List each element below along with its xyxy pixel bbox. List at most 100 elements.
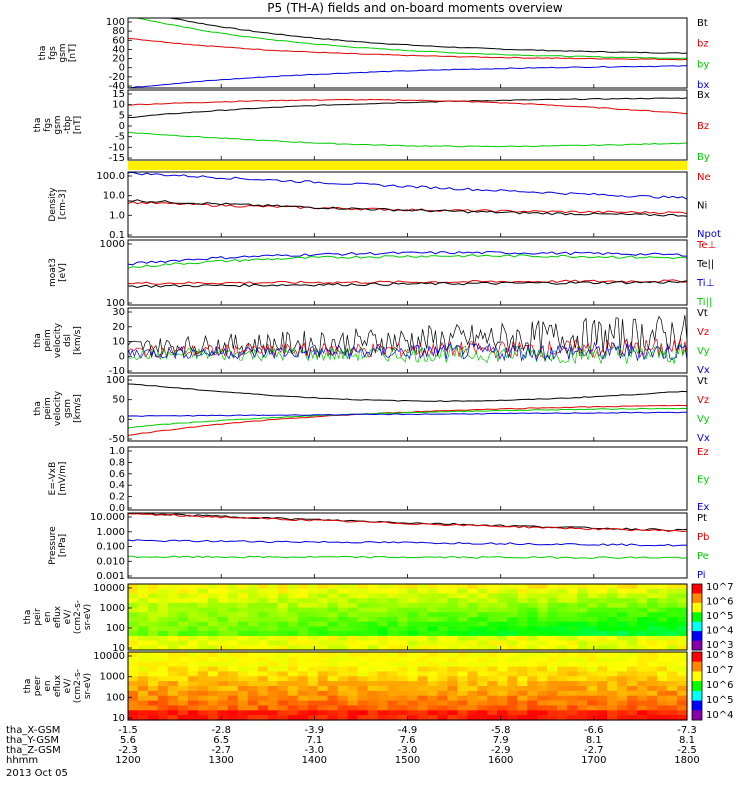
spectrogram-cell: [517, 598, 528, 604]
spectrogram-cell: [167, 593, 179, 599]
spectrogram-cell: [357, 588, 369, 594]
y-axis-label: eflux: [53, 674, 63, 697]
colorbar-swatch: [692, 593, 702, 604]
spectrogram-cell: [267, 676, 279, 682]
spectrogram-cell: [217, 612, 229, 618]
spectrogram-cell: [217, 631, 229, 637]
spectrogram-cell: [577, 666, 588, 673]
spectrogram-cell: [487, 607, 498, 613]
spectrogram-cell: [527, 598, 538, 604]
spectrogram-cell: [537, 690, 548, 697]
spectrogram-cell: [657, 621, 668, 627]
spectrogram-cell: [317, 656, 329, 663]
spectrogram-cell: [567, 661, 578, 668]
spectrogram-cell: [247, 631, 259, 637]
spectrogram-cell: [177, 617, 189, 623]
spectrogram-cell: [257, 715, 269, 721]
spectrogram-cell: [657, 617, 668, 623]
spectrogram-cell: [587, 700, 598, 707]
spectrogram-cell: [477, 621, 488, 627]
spectrogram-cell: [557, 700, 568, 707]
spectrogram-cell: [667, 593, 678, 599]
spectrogram-cell: [207, 621, 219, 627]
spectrogram-cell: [477, 598, 488, 604]
spectrogram-cell: [347, 652, 359, 658]
legend-vz: Vz: [697, 395, 709, 406]
legend-ti: Ti⊥: [696, 278, 714, 289]
y-axis-label: [nT]: [73, 116, 83, 134]
spectrogram-cell: [387, 686, 399, 692]
spectrogram-cell: [307, 652, 319, 658]
spectrogram-cell: [357, 656, 369, 663]
spectrogram-cell: [477, 617, 488, 623]
spectrogram-cell: [257, 695, 269, 702]
spectrogram-cell: [447, 631, 458, 637]
spectrogram-cell: [138, 656, 149, 663]
spectrogram-cell: [197, 652, 209, 658]
spectrogram-cell: [197, 710, 209, 716]
spectrogram-cell: [507, 598, 518, 604]
spectrogram-cell: [138, 652, 149, 658]
spectrogram-cell: [667, 584, 678, 590]
spectrogram-cell: [177, 652, 189, 658]
colorbar-swatch: [692, 671, 702, 682]
legend-bx: Bx: [697, 90, 710, 101]
spectrogram-cell: [397, 690, 409, 697]
spectrogram-cell: [647, 598, 658, 604]
y-tick-label: 100: [106, 298, 125, 309]
spectrogram-cell: [377, 598, 389, 604]
spectrogram-cell: [577, 710, 588, 716]
spectrogram-cell: [647, 705, 658, 711]
y-tick-label: 0: [119, 121, 125, 132]
spectrogram-cell: [407, 710, 419, 716]
spectrogram-cell: [377, 588, 389, 594]
spectrogram-cell: [587, 666, 598, 673]
y-axis-label: dsl: [63, 334, 73, 347]
spectrogram-cell: [297, 695, 309, 702]
spectrogram-cell: [567, 671, 578, 677]
spectrogram-cell: [317, 588, 329, 594]
spectrogram-cell: [537, 645, 548, 651]
spectrogram-cell: [607, 584, 618, 590]
spectrogram-cell: [477, 584, 488, 590]
spectrogram-cell: [547, 598, 558, 604]
spectrogram-cell: [577, 645, 588, 651]
y-tick-label: 10: [112, 643, 125, 654]
spectrogram-cell: [537, 705, 548, 711]
spectrogram-cell: [557, 652, 568, 658]
spectrogram-cell: [347, 593, 359, 599]
spectrogram-cell: [297, 645, 309, 651]
spectrogram-cell: [527, 602, 538, 609]
spectrogram-cell: [467, 617, 478, 623]
spectrogram-cell: [657, 715, 668, 721]
spectrogram-cell: [627, 666, 638, 673]
spectrogram-cell: [527, 635, 538, 642]
spectrogram-cell: [597, 715, 608, 721]
x-tick-value: -3.0: [398, 745, 418, 756]
spectrogram-cell: [177, 635, 189, 642]
spectrogram-cell: [417, 710, 429, 716]
spectrogram-cell: [128, 656, 139, 663]
spectrogram-cell: [297, 686, 309, 692]
spectrogram-cell: [207, 612, 219, 618]
spectrogram-cell: [267, 631, 279, 637]
spectrogram-cell: [417, 593, 429, 599]
x-row-label: hhmm: [6, 755, 38, 766]
spectrogram-cell: [527, 700, 538, 707]
spectrogram-cell: [387, 621, 399, 627]
spectrogram-cell: [527, 612, 538, 618]
spectrogram-cell: [537, 617, 548, 623]
spectrogram-cell: [557, 631, 568, 637]
spectrogram-cell: [207, 631, 219, 637]
spectrogram-cell: [447, 621, 458, 627]
spectrogram-cell: [148, 690, 159, 697]
spectrogram-cell: [457, 676, 468, 682]
spectrogram-cell: [527, 640, 538, 646]
x-tick-value: -2.5: [677, 745, 697, 756]
spectrogram-cell: [467, 584, 478, 590]
spectrogram-cell: [477, 588, 488, 594]
y-axis-label: -tbp: [63, 116, 73, 134]
spectrogram-cell: [417, 645, 429, 651]
spectrogram-cell: [667, 695, 678, 702]
spectrogram-cell: [527, 607, 538, 613]
